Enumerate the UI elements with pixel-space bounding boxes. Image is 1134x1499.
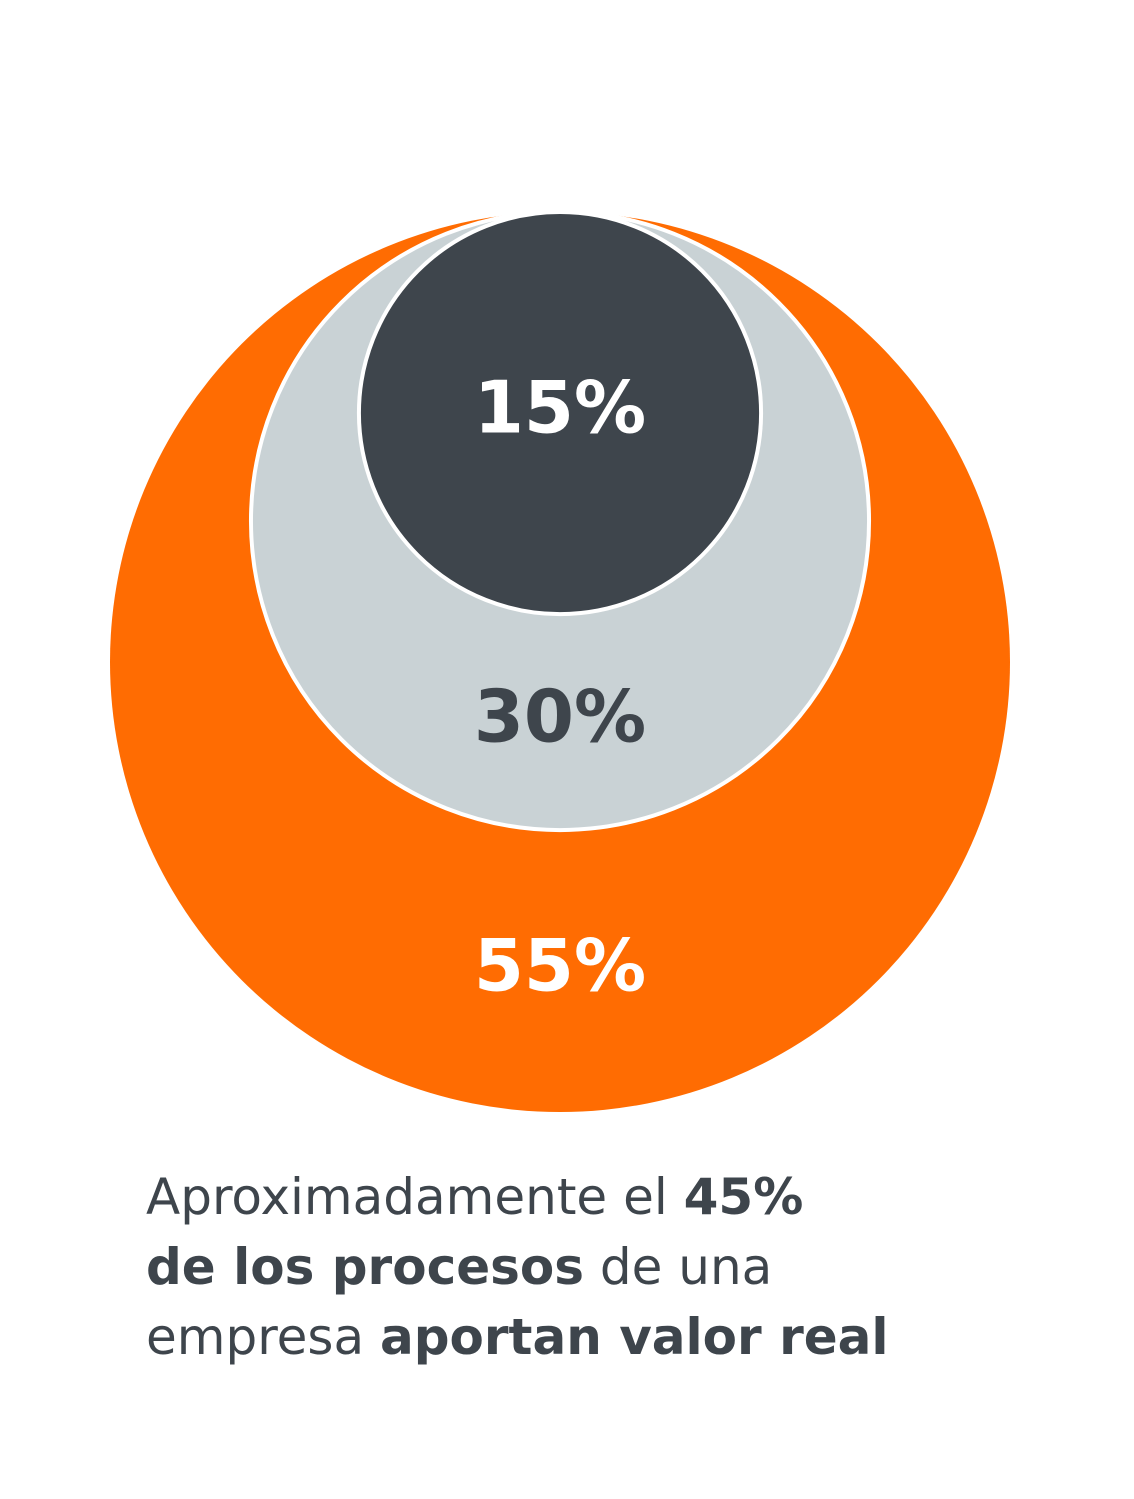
caption-line1-regular: Aproximadamente el: [146, 1168, 684, 1226]
caption-line2-regular: de una: [584, 1238, 773, 1296]
circle-15: [356, 210, 764, 617]
value-label-30: 30%: [474, 675, 646, 759]
value-label-15: 15%: [474, 366, 646, 450]
nested-circle-chart: 55% 30% 15%: [110, 210, 1010, 1112]
caption-line3-regular: empresa: [146, 1308, 381, 1366]
caption-line1-bold: 45%: [683, 1168, 804, 1226]
caption-line2-bold: de los procesos: [146, 1238, 584, 1296]
caption-line3-bold: aportan valor real: [380, 1308, 889, 1366]
chart-caption: Aproximadamente el 45% de los procesos d…: [146, 1162, 1046, 1372]
value-label-55: 55%: [474, 924, 646, 1008]
